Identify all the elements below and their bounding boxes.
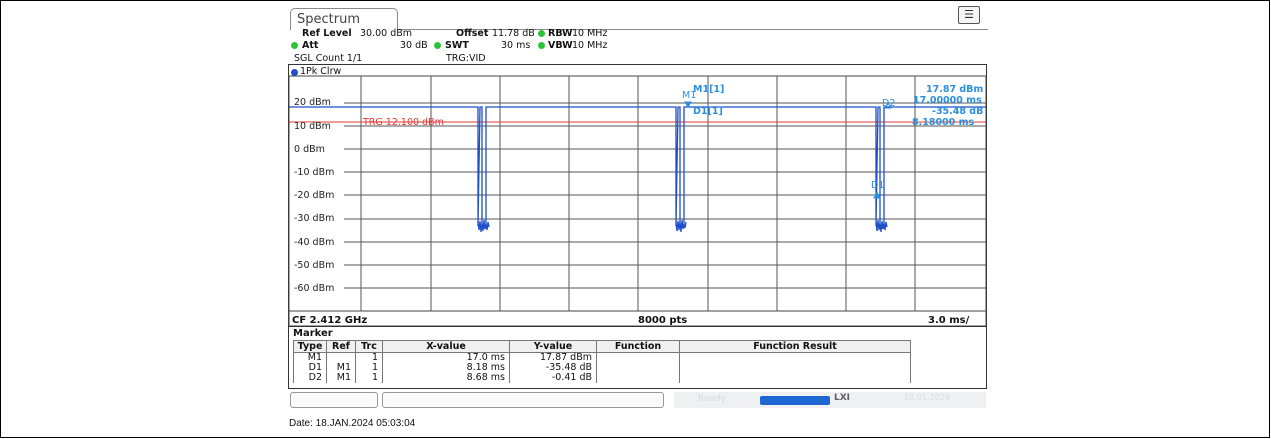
marker-m1-label: M1 — [682, 90, 697, 101]
trace-indicator-icon — [291, 69, 298, 76]
marker-table-panel: Marker Type Ref Trc X-value Y-value Func… — [288, 326, 987, 389]
lxi-icon: LXI — [834, 393, 851, 403]
cell-function — [596, 352, 680, 363]
time-per-division: 3.0 ms/ — [928, 315, 970, 326]
att-label: Att — [302, 40, 319, 51]
readout-d1-level: -35.48 dB — [932, 106, 984, 117]
trigger-level-label: TRG 12.100 dBm — [363, 117, 444, 128]
y-tick: 10 dBm — [294, 121, 331, 132]
cell-y-value: -0.41 dB — [509, 373, 597, 383]
rbw-label: RBW — [548, 28, 573, 39]
y-tick: -10 dBm — [294, 167, 335, 178]
ref-level-label: Ref Level — [302, 28, 352, 39]
y-tick: -20 dBm — [294, 190, 335, 201]
horizontal-gridlines — [344, 102, 986, 289]
ref-level-setting: Ref Level — [302, 28, 352, 39]
table-row[interactable]: D2 M1 1 8.68 ms -0.41 dB — [293, 373, 911, 383]
swt-value: 30 ms — [501, 40, 531, 51]
marker-table-title: Marker — [293, 328, 333, 339]
cell-trc: 1 — [355, 363, 383, 373]
readout-m1-time: 17.00000 ms — [913, 95, 982, 106]
status-date: 18.01.2024 — [904, 393, 950, 402]
col-x-value: X-value — [382, 340, 510, 353]
col-trc: Trc — [355, 340, 383, 353]
readout-m1-title: M1[1] — [693, 84, 725, 95]
status-field-1[interactable] — [290, 392, 378, 408]
marker-glyphs — [684, 101, 892, 199]
col-function-result: Function Result — [679, 340, 911, 353]
vbw-coupled-indicator — [538, 42, 545, 49]
vertical-gridlines — [360, 76, 916, 311]
swt-label: SWT — [445, 40, 469, 51]
rbw-value: 10 MHz — [572, 28, 608, 39]
readout-m1-level: 17.87 dBm — [926, 84, 984, 95]
center-frequency: CF 2.412 GHz — [292, 315, 368, 326]
cell-function — [596, 373, 680, 383]
y-tick: -60 dBm — [294, 283, 335, 294]
vbw-label: VBW — [548, 40, 573, 51]
status-field-2[interactable] — [382, 392, 664, 408]
marker-d2-label: D2 — [882, 98, 896, 109]
cell-trc: 1 — [355, 352, 383, 363]
y-tick: 0 dBm — [294, 144, 325, 155]
trace-1 — [289, 106, 986, 233]
col-ref: Ref — [326, 340, 356, 353]
vbw-value: 10 MHz — [572, 40, 608, 51]
y-tick: 20 dBm — [294, 97, 331, 108]
capture-date: Date: 18.JAN.2024 05:03:04 — [289, 418, 416, 429]
att-value: 30 dB — [400, 40, 428, 51]
ready-indicator: Ready LXI 18.01.2024 — [674, 392, 986, 408]
col-function: Function — [596, 340, 680, 353]
status-bar: Ready LXI 18.01.2024 — [288, 392, 988, 410]
col-type: Type — [293, 340, 327, 353]
cell-function — [596, 363, 680, 373]
marker-table: Type Ref Trc X-value Y-value Function Fu… — [293, 340, 911, 383]
cell-function-result — [679, 363, 911, 373]
y-tick: -40 dBm — [294, 237, 335, 248]
y-tick: -50 dBm — [294, 260, 335, 271]
ready-text: Ready — [698, 394, 726, 404]
marker-d1-label: D1 — [871, 180, 885, 191]
measurement-progress-bar — [760, 396, 830, 405]
offset-label: Offset — [456, 28, 489, 39]
table-row[interactable]: M1 1 17.0 ms 17.87 dBm — [293, 352, 911, 363]
rbw-coupled-indicator — [538, 30, 545, 37]
cell-trc: 1 — [355, 373, 383, 383]
readout-d1-time: 8.18000 ms — [912, 117, 975, 128]
readout-d1-title: D1[1] — [693, 106, 723, 117]
spectrum-plot — [288, 75, 987, 327]
window-menu-icon[interactable]: ☰ — [958, 6, 980, 24]
analyzer-screen: Spectrum ☰ Ref Level 30.00 dBm Offset 11… — [288, 6, 988, 411]
tab-spectrum-label: Spectrum — [297, 12, 360, 27]
cell-ref: M1 — [326, 373, 356, 383]
offset-value: 11.78 dB — [492, 28, 535, 39]
cell-function-result — [679, 373, 911, 383]
sgl-count: SGL Count 1/1 — [294, 53, 363, 64]
swt-coupled-indicator — [434, 42, 441, 49]
ref-level-value: 30.00 dBm — [360, 28, 413, 39]
marker-table-header: Type Ref Trc X-value Y-value Function Fu… — [293, 340, 911, 353]
cell-x-value: 8.68 ms — [382, 373, 510, 383]
y-tick: -30 dBm — [294, 213, 335, 224]
col-y-value: Y-value — [509, 340, 597, 353]
att-coupled-indicator — [291, 42, 298, 49]
trace-label: 1Pk Clrw — [300, 66, 342, 77]
tab-divider — [398, 29, 988, 30]
table-row[interactable]: D1 M1 1 8.18 ms -35.48 dB — [293, 363, 911, 373]
cell-type: D2 — [293, 373, 327, 383]
cell-function-result — [679, 352, 911, 363]
tab-spectrum[interactable]: Spectrum — [290, 8, 398, 30]
sweep-points: 8000 pts — [638, 315, 688, 326]
trigger-source: TRG:VID — [446, 53, 486, 64]
